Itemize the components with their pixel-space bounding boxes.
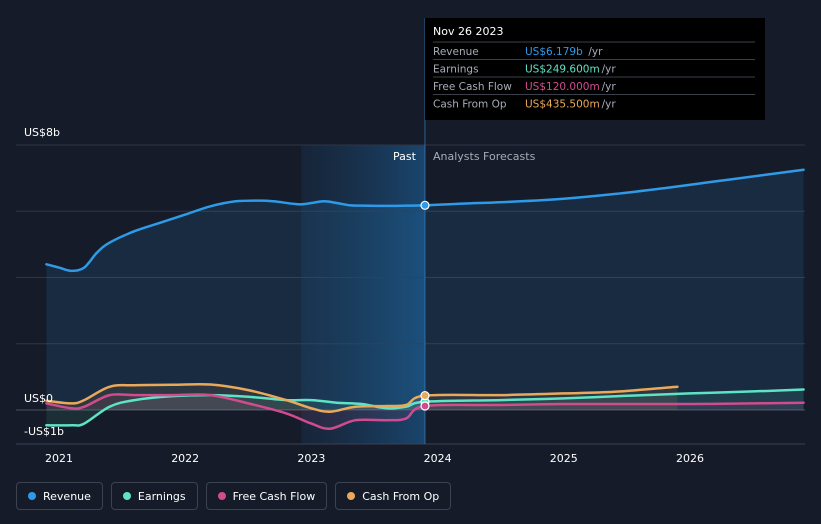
tooltip-row-label: Free Cash Flow [433, 81, 512, 93]
legend-item-cash-from-op[interactable]: Cash From Op [335, 482, 452, 510]
x-tick-label: 2024 [424, 452, 452, 465]
legend: Revenue Earnings Free Cash Flow Cash Fro… [16, 482, 452, 512]
tooltip-row-value: US$435.500m [525, 99, 600, 111]
free-cash-flow-marker [420, 401, 430, 411]
tooltip-row-value: US$6.179b [525, 46, 583, 58]
tooltip-row-unit: /yr [602, 81, 617, 93]
legend-label: Earnings [137, 489, 186, 503]
legend-item-revenue[interactable]: Revenue [16, 482, 103, 510]
legend-item-free-cash-flow[interactable]: Free Cash Flow [205, 482, 328, 510]
cash-from-op-marker [420, 390, 430, 401]
x-tick-label: 2022 [171, 452, 199, 465]
revenue-line [45, 168, 805, 273]
cash-from-op-line [45, 382, 679, 413]
x-tick-label: 2025 [550, 452, 578, 465]
revenue-marker [420, 200, 430, 210]
tooltip-row-label: Cash From Op [433, 99, 507, 111]
tooltip-row-value: US$120.000m [525, 81, 600, 93]
y-tick-label: US$8b [24, 126, 60, 139]
x-tick-label: 2023 [297, 452, 325, 465]
x-tick-label: 2021 [45, 452, 73, 465]
legend-dot-icon [28, 492, 36, 500]
y-tick-label: -US$1b [24, 425, 64, 438]
tooltip-row-label: Revenue [433, 46, 479, 58]
legend-dot-icon [122, 492, 131, 500]
legend-label: Revenue [43, 489, 91, 503]
revenue-area [46, 169, 804, 410]
past-label: Past [393, 150, 417, 163]
free-cash-flow-line [45, 393, 805, 431]
x-tick-label: 2026 [676, 452, 704, 465]
legend-item-earnings[interactable]: Earnings [110, 482, 198, 510]
tooltip-date: Nov 26 2023 [433, 25, 503, 38]
legend-label: Free Cash Flow [232, 489, 316, 503]
legend-dot-icon [347, 492, 356, 500]
tooltip-row-unit: /yr [588, 46, 603, 58]
legend-dot-icon [217, 492, 226, 500]
tooltip-row-label: Earnings [433, 64, 479, 76]
tooltip-row-unit: /yr [602, 99, 617, 111]
earnings-line [45, 388, 805, 427]
tooltip-box [425, 18, 765, 120]
y-tick-label: US$0 [24, 392, 53, 405]
free-cash-flow-area [46, 394, 804, 429]
forecast-label: Analysts Forecasts [433, 150, 536, 163]
legend-label: Cash From Op [362, 489, 440, 503]
tooltip-row-value: US$249.600m [525, 64, 600, 76]
past-region [301, 145, 425, 444]
tooltip-row-unit: /yr [602, 64, 617, 76]
